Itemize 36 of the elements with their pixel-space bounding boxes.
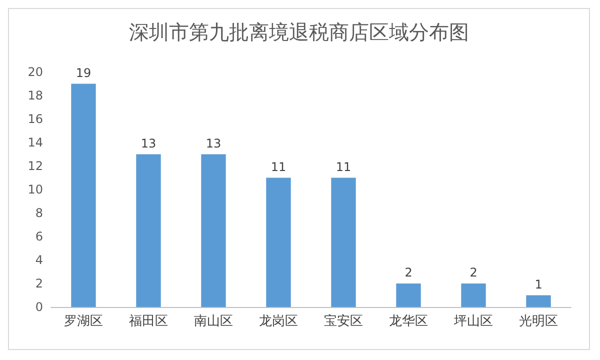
- y-tick-label: 16: [28, 112, 43, 126]
- data-label: 2: [404, 266, 412, 280]
- y-tick-label: 10: [28, 182, 43, 196]
- data-label: 11: [270, 160, 286, 174]
- x-tick-label: 福田区: [129, 314, 168, 329]
- y-tick-label: 20: [28, 65, 43, 79]
- y-tick-label: 2: [35, 276, 43, 290]
- x-tick-label: 坪山区: [453, 314, 493, 329]
- y-tick-label: 18: [28, 88, 43, 102]
- x-tick-label: 宝安区: [324, 313, 363, 329]
- x-tick-label: 光明区: [519, 314, 558, 329]
- y-tick-label: 0: [35, 300, 43, 314]
- chart-title: 深圳市第九批离境退税商店区域分布图: [129, 20, 469, 44]
- y-tick-label: 12: [28, 159, 43, 173]
- bar: [136, 154, 161, 307]
- y-tick-label: 8: [35, 206, 43, 220]
- y-tick-label: 14: [28, 136, 43, 150]
- bar: [266, 178, 291, 307]
- y-tick-label: 6: [35, 230, 43, 244]
- bar: [526, 295, 551, 307]
- bar: [396, 284, 421, 307]
- bar: [201, 154, 226, 307]
- data-label: 1: [534, 277, 542, 292]
- x-tick-label: 南山区: [194, 314, 233, 329]
- x-tick-label: 龙岗区: [259, 314, 298, 329]
- bar: [71, 84, 96, 307]
- data-label: 2: [470, 266, 478, 280]
- bar: [461, 284, 486, 307]
- x-tick-label: 罗湖区: [64, 314, 103, 329]
- data-label: 13: [206, 136, 222, 150]
- y-tick-label: 4: [35, 253, 43, 267]
- x-tick-label: 龙华区: [389, 314, 428, 329]
- data-label: 19: [76, 66, 92, 80]
- data-label: 11: [336, 160, 352, 174]
- bar: [331, 178, 356, 307]
- data-label: 13: [140, 136, 156, 150]
